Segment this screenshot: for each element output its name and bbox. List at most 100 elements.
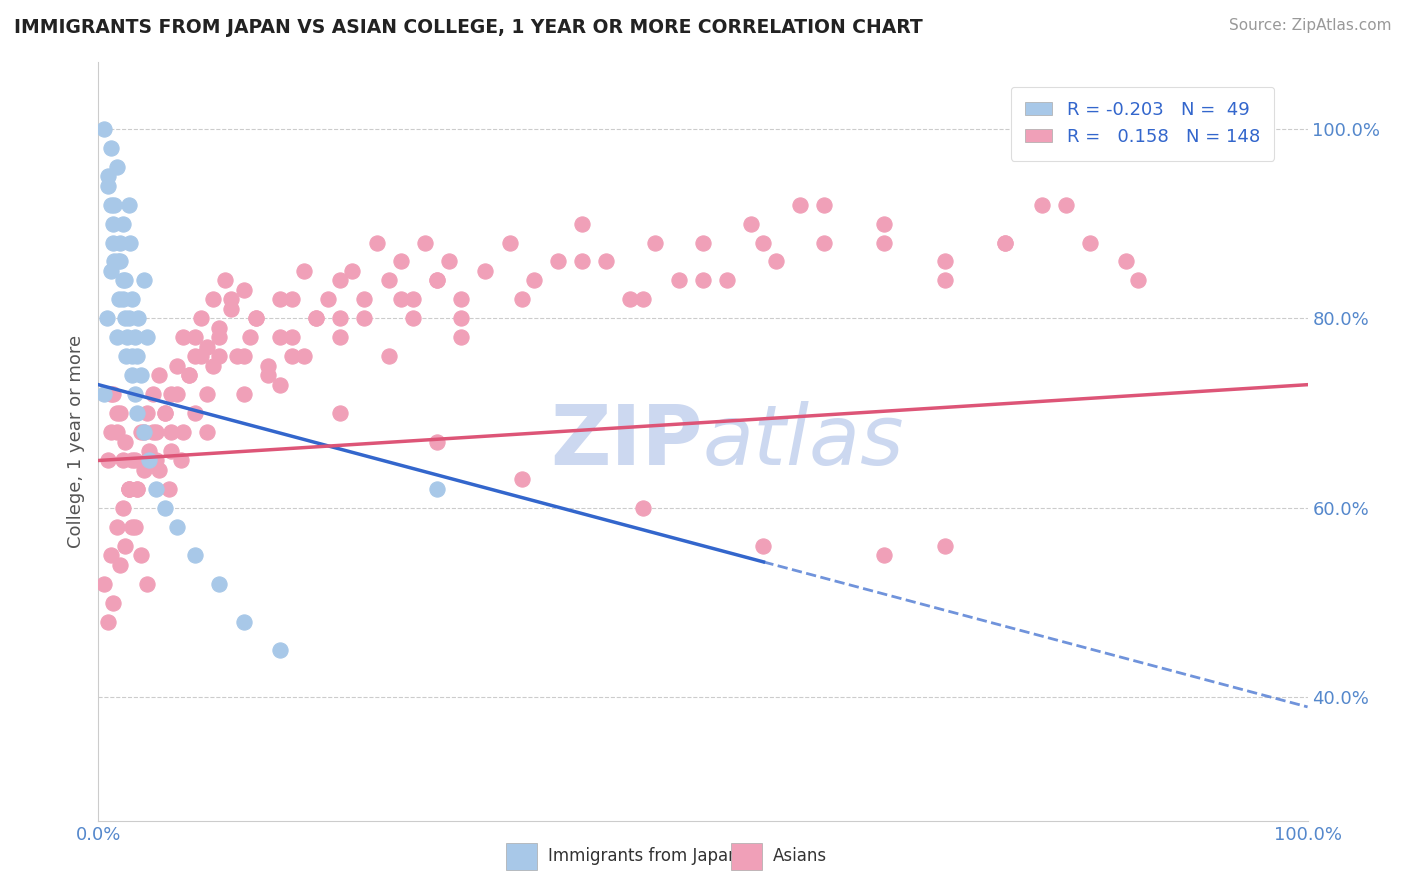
Point: [166, 359, 188, 373]
Point: [121, 293, 143, 307]
Point: [644, 235, 666, 250]
Point: [813, 197, 835, 211]
Point: [134, 425, 156, 439]
Point: [631, 293, 654, 307]
Point: [138, 444, 160, 458]
Point: [121, 368, 143, 383]
Point: [873, 548, 896, 563]
Point: [305, 311, 328, 326]
Point: [474, 264, 496, 278]
Point: [145, 453, 167, 467]
Point: [366, 235, 388, 250]
Point: [1078, 235, 1101, 250]
Point: [118, 311, 141, 326]
Point: [208, 576, 231, 591]
Point: [226, 349, 249, 363]
Point: [316, 293, 339, 307]
Point: [103, 254, 125, 268]
Point: [97, 453, 120, 467]
Point: [281, 349, 304, 363]
Point: [208, 349, 231, 363]
Point: [221, 293, 243, 307]
Point: [245, 311, 267, 326]
Point: [145, 425, 167, 439]
Point: [934, 273, 956, 287]
Point: [114, 539, 136, 553]
Point: [214, 273, 236, 287]
Point: [129, 548, 152, 563]
Text: Asians: Asians: [773, 847, 827, 865]
Point: [111, 217, 134, 231]
Point: [232, 283, 254, 297]
Point: [148, 463, 170, 477]
Point: [97, 169, 120, 184]
Point: [172, 330, 194, 344]
Text: IMMIGRANTS FROM JAPAN VS ASIAN COLLEGE, 1 YEAR OR MORE CORRELATION CHART: IMMIGRANTS FROM JAPAN VS ASIAN COLLEGE, …: [14, 18, 922, 37]
Text: ZIP: ZIP: [551, 401, 703, 482]
Point: [789, 197, 811, 211]
Text: atlas: atlas: [703, 401, 904, 482]
Point: [1128, 273, 1150, 287]
Point: [134, 463, 156, 477]
Point: [124, 330, 146, 344]
Point: [118, 482, 141, 496]
Point: [135, 406, 157, 420]
Point: [118, 235, 141, 250]
Point: [292, 349, 315, 363]
Point: [353, 311, 375, 326]
Point: [377, 273, 399, 287]
Point: [105, 425, 128, 439]
Point: [96, 311, 118, 326]
Point: [103, 197, 125, 211]
Point: [232, 615, 254, 629]
Point: [208, 320, 231, 334]
Point: [100, 548, 122, 563]
Point: [450, 330, 472, 344]
Point: [121, 520, 143, 534]
Point: [813, 235, 835, 250]
Point: [179, 368, 201, 383]
Point: [108, 254, 131, 268]
Point: [377, 349, 399, 363]
Point: [121, 453, 143, 467]
Point: [426, 273, 449, 287]
Point: [124, 520, 146, 534]
Point: [100, 264, 122, 278]
Point: [134, 273, 156, 287]
Point: [510, 473, 533, 487]
Point: [97, 615, 120, 629]
Y-axis label: College, 1 year or more: College, 1 year or more: [66, 335, 84, 548]
Point: [114, 434, 136, 449]
Point: [108, 235, 131, 250]
Point: [179, 368, 201, 383]
Point: [692, 235, 714, 250]
Point: [389, 293, 412, 307]
Point: [221, 301, 243, 316]
Point: [426, 273, 449, 287]
Point: [934, 254, 956, 268]
Point: [105, 520, 128, 534]
Point: [239, 330, 262, 344]
Text: Source: ZipAtlas.com: Source: ZipAtlas.com: [1229, 18, 1392, 33]
Point: [111, 500, 134, 515]
Point: [1054, 197, 1077, 211]
Point: [329, 330, 352, 344]
Legend: R = -0.203   N =  49, R =   0.158   N = 148: R = -0.203 N = 49, R = 0.158 N = 148: [1011, 87, 1274, 161]
Point: [100, 141, 122, 155]
Point: [166, 387, 188, 401]
Point: [101, 596, 124, 610]
Point: [245, 311, 267, 326]
Point: [571, 254, 593, 268]
Point: [256, 359, 278, 373]
Point: [108, 293, 131, 307]
Point: [292, 264, 315, 278]
Point: [172, 425, 194, 439]
Point: [107, 254, 129, 268]
Point: [100, 387, 122, 401]
Point: [190, 349, 212, 363]
Point: [93, 121, 115, 136]
Point: [256, 368, 278, 383]
Point: [510, 293, 533, 307]
Point: [498, 235, 520, 250]
Text: Immigrants from Japan: Immigrants from Japan: [548, 847, 740, 865]
